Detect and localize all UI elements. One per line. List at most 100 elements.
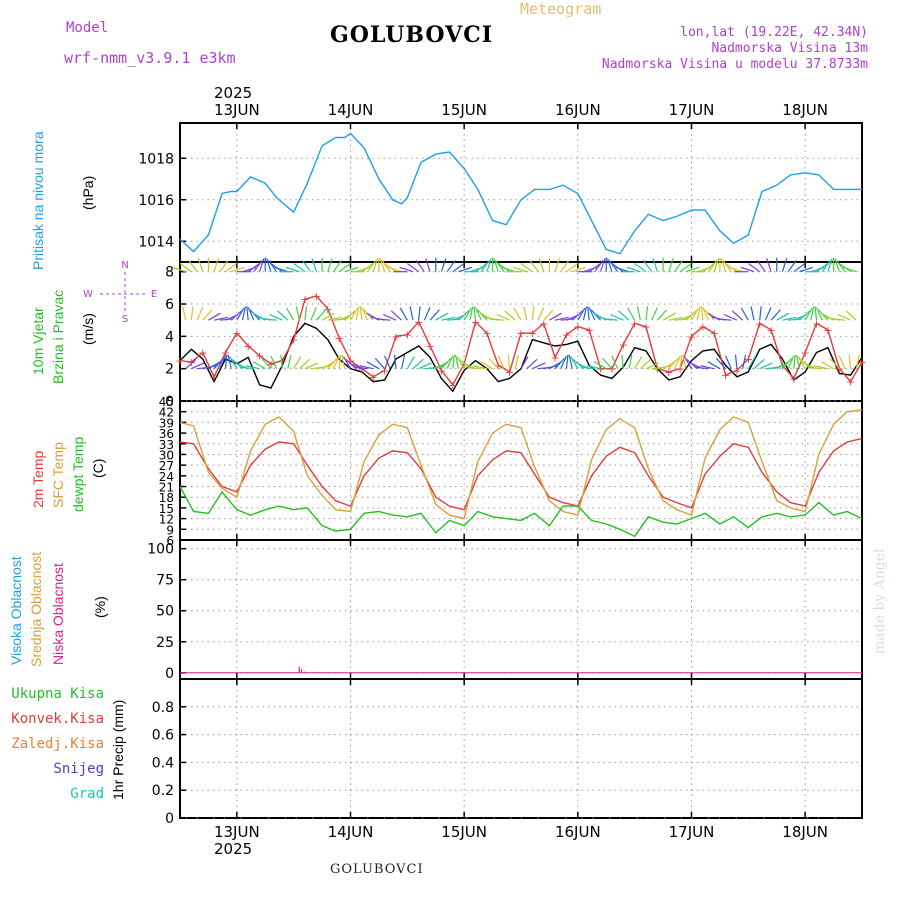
- wind-arrow: [241, 306, 247, 321]
- wind-arrow: [770, 309, 781, 321]
- wind-arrow: [748, 262, 761, 273]
- wind-arrow: [829, 357, 840, 370]
- gust-marker: +: [676, 363, 685, 376]
- wind-arrow: [520, 262, 533, 273]
- model-name: wrf-nmm_v3.9.1 e3km: [64, 49, 236, 67]
- wind-arrow: [554, 258, 560, 272]
- gust-marker: +: [414, 316, 423, 329]
- ytick-label-wind: 0: [165, 394, 174, 410]
- gust-marker: +: [630, 317, 639, 330]
- wind-arrow: [399, 307, 408, 321]
- wind-arrow: [568, 354, 573, 369]
- wind-arrow: [361, 262, 374, 273]
- wind-arrow: [797, 356, 806, 369]
- wind-arrow: [685, 266, 700, 273]
- wind-arrow: [662, 312, 676, 321]
- wind-arrow: [731, 310, 744, 321]
- wind-arrow: [708, 260, 718, 273]
- wind-arrow: [636, 306, 641, 321]
- wind-arrow: [236, 307, 245, 321]
- wind-arrow: [304, 306, 308, 321]
- wind-arrow: [441, 316, 456, 321]
- wind-arrow: [560, 260, 570, 273]
- legend-zaledj: Zaledj.Kisa: [11, 736, 104, 752]
- wind-arrow: [599, 258, 606, 272]
- wind-arrow: [842, 266, 857, 273]
- series-line-t2m: [179, 437, 863, 511]
- wind-arrow: [668, 316, 683, 321]
- gust-marker: +: [698, 321, 707, 334]
- wind-arrow: [586, 365, 601, 370]
- gust-marker: +: [380, 364, 389, 377]
- ytick-label-pressure: 1014: [138, 234, 174, 250]
- gust-marker: +: [710, 327, 719, 340]
- ytick-label-temperature: 45: [159, 395, 174, 409]
- gust-marker: +: [289, 334, 298, 347]
- wind-arrow: [529, 260, 539, 273]
- wind-arrow: [685, 310, 697, 321]
- ytick-label-temperature: 21: [159, 481, 174, 495]
- wind-arrow: [729, 266, 743, 273]
- wind-arrow: [489, 318, 505, 321]
- legend-konvek: Konvek.Kisa: [11, 711, 104, 727]
- wind-arrow: [504, 310, 516, 321]
- gust-marker: +: [175, 355, 184, 368]
- wind-arrow: [673, 260, 684, 273]
- wind-arrow: [361, 307, 369, 321]
- wind-arrow: [668, 258, 674, 272]
- ytick-label-temperature: 36: [159, 427, 174, 441]
- wind-arrow: [495, 260, 505, 273]
- wind-arrow: [267, 260, 278, 273]
- gust-marker: +: [823, 324, 832, 337]
- gust-marker: +: [801, 347, 810, 360]
- wind-arrow: [537, 307, 545, 321]
- ytick-label-pressure: 1016: [138, 193, 174, 209]
- gust-marker: +: [494, 359, 503, 372]
- wind-arrow: [475, 262, 488, 273]
- wind-arrow: [759, 362, 773, 370]
- wind-arrow: [327, 258, 333, 272]
- wind-arrow: [262, 318, 277, 321]
- gust-marker: +: [278, 355, 287, 368]
- wind-arrow: [720, 258, 727, 272]
- wind-arrow: [588, 262, 601, 273]
- wind-arrow: [836, 260, 846, 273]
- gust-marker: +: [789, 372, 798, 385]
- wind-arrow: [418, 306, 421, 321]
- xtick-label-bottom: 18JUN: [782, 823, 828, 841]
- compass-w: W: [83, 289, 93, 300]
- wind-arrow: [747, 356, 756, 369]
- wind-arrow: [814, 365, 829, 370]
- gust-marker: +: [357, 363, 366, 376]
- xtick-label-bottom: 16JUN: [555, 823, 601, 841]
- wind-arrow: [359, 306, 363, 321]
- wind-arrow: [626, 266, 641, 273]
- wind-arrow: [602, 357, 613, 370]
- wind-arrow: [821, 361, 834, 370]
- gust-marker: +: [312, 290, 321, 303]
- wind-arrow: [781, 258, 788, 272]
- gust-marker: +: [596, 363, 605, 376]
- ytick-label-wind: 2: [165, 362, 174, 378]
- gust-marker: +: [437, 364, 446, 377]
- compass-n: N: [121, 260, 128, 271]
- wind-arrow: [837, 313, 851, 321]
- ytick-label-clouds: 25: [156, 635, 174, 651]
- wind-arrow: [816, 262, 829, 273]
- wind-arrow: [480, 260, 490, 273]
- wind-arrow: [311, 258, 317, 272]
- gust-marker: +: [425, 340, 434, 353]
- wind-arrow: [458, 266, 472, 273]
- wind-arrow: [696, 306, 701, 321]
- wind-arrow: [570, 356, 579, 369]
- wind-arrow: [690, 307, 700, 321]
- wind-arrow: [560, 355, 568, 369]
- gust-marker: +: [221, 347, 230, 360]
- wind-arrow: [382, 313, 397, 321]
- wind-arrow: [440, 258, 447, 272]
- wind-arrow: [571, 310, 583, 321]
- wind-arrow: [582, 306, 588, 321]
- gust-marker: +: [619, 338, 628, 351]
- wind-arrow: [429, 309, 440, 321]
- gust-marker: +: [550, 351, 559, 364]
